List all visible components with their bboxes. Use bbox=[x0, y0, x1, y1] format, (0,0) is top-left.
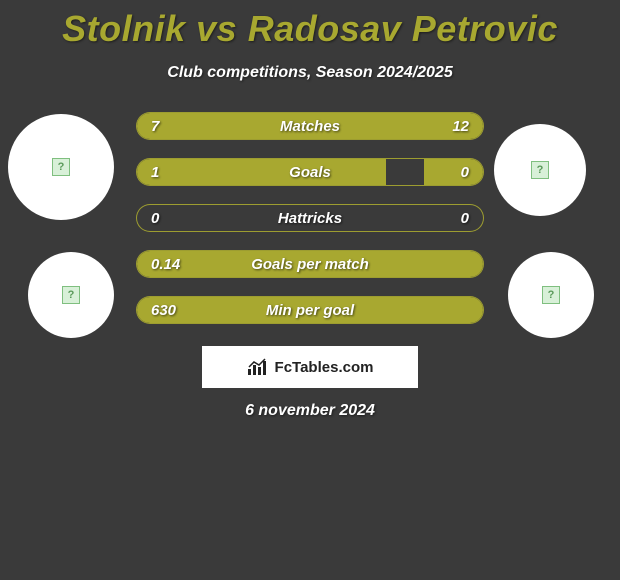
metric-row: 0Hattricks0 bbox=[136, 204, 484, 232]
metric-label: Hattricks bbox=[137, 205, 483, 231]
placeholder-icon: ? bbox=[52, 158, 70, 176]
metric-value-right: 0 bbox=[461, 159, 469, 185]
chart-icon bbox=[247, 358, 269, 376]
date-stamp: 6 november 2024 bbox=[0, 402, 620, 420]
page-subtitle: Club competitions, Season 2024/2025 bbox=[0, 64, 620, 82]
player1-club-avatar: ? bbox=[28, 252, 114, 338]
metrics-bars: 7Matches121Goals00Hattricks00.14Goals pe… bbox=[136, 112, 484, 342]
page-title: Stolnik vs Radosav Petrovic bbox=[0, 0, 620, 50]
placeholder-icon: ? bbox=[531, 161, 549, 179]
comparison-canvas: ? ? ? ? 7Matches121Goals00Hattricks00.14… bbox=[0, 100, 620, 440]
player2-club-avatar: ? bbox=[508, 252, 594, 338]
metric-row: 0.14Goals per match bbox=[136, 250, 484, 278]
placeholder-icon: ? bbox=[542, 286, 560, 304]
attribution-badge: FcTables.com bbox=[202, 346, 418, 388]
metric-value-right: 12 bbox=[452, 113, 469, 139]
metric-row: 1Goals0 bbox=[136, 158, 484, 186]
metric-label: Goals bbox=[137, 159, 483, 185]
metric-label: Min per goal bbox=[137, 297, 483, 323]
metric-label: Goals per match bbox=[137, 251, 483, 277]
metric-row: 630Min per goal bbox=[136, 296, 484, 324]
attribution-text: FcTables.com bbox=[275, 359, 374, 376]
player1-avatar: ? bbox=[8, 114, 114, 220]
metric-value-right: 0 bbox=[461, 205, 469, 231]
metric-label: Matches bbox=[137, 113, 483, 139]
placeholder-icon: ? bbox=[62, 286, 80, 304]
player2-avatar: ? bbox=[494, 124, 586, 216]
metric-row: 7Matches12 bbox=[136, 112, 484, 140]
